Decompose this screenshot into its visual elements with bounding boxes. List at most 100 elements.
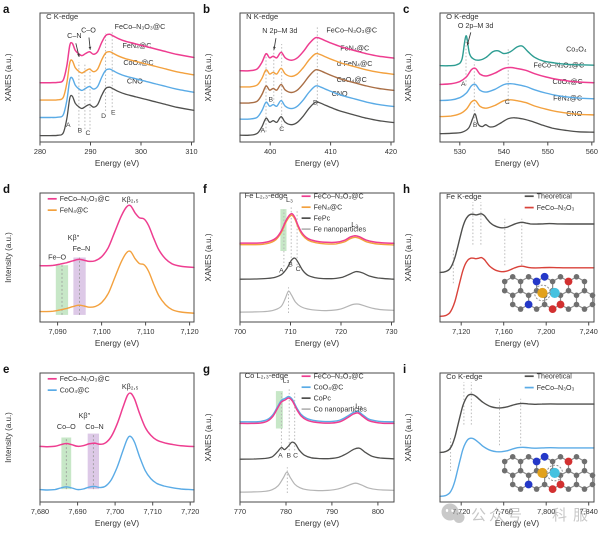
peak-letter-C: C <box>293 452 298 459</box>
x-tick-label: 7,710 <box>144 507 162 516</box>
plot-frame <box>39 12 195 143</box>
carbon-atom <box>557 274 564 280</box>
carbon-atom <box>541 301 548 308</box>
curve-label-feco: FeCo–N₃O₃@C <box>326 25 377 34</box>
highlight-band <box>87 433 99 490</box>
annotation-label: C–N <box>67 31 81 40</box>
legend-label-feco: FeCo–N₃O₃@C <box>314 193 364 201</box>
nitrogen-atom <box>524 480 533 489</box>
panel-title: O K-edge <box>446 12 479 21</box>
legend: Theoretical FeCo–N₃O₃ <box>524 373 575 392</box>
peak-letter-A: A <box>278 452 283 459</box>
carbon-atom <box>581 287 588 294</box>
x-tick-label: 290 <box>84 147 96 156</box>
peak-letter-C: C <box>505 99 510 106</box>
carbon-atom <box>589 481 596 488</box>
x-tick-label: 7,200 <box>537 327 555 336</box>
curve-feco <box>439 66 595 86</box>
carbon-atom <box>501 287 508 294</box>
annotation-label: L₃ <box>286 195 293 204</box>
curve-label-feco: FeCo–N₃O₃@C <box>115 22 166 31</box>
y-axis-label: XANES (a.u.) <box>4 53 13 101</box>
carbon-atom <box>573 472 580 479</box>
oxygen-atom <box>564 277 573 286</box>
carbon-atom <box>581 458 588 465</box>
peak-letter-B: B <box>78 127 83 134</box>
panel-title: C K-edge <box>46 12 78 21</box>
curve-label-cno: CNO <box>127 76 143 85</box>
panel-a-chart: CNO CoO₄@C FeN₄@C FeCo–N₃O₃@C 280 290 300 310 En… <box>3 4 198 168</box>
curve-label-fen4: FeN₄@C <box>122 41 151 50</box>
y-axis-label: XANES (a.u.) <box>204 413 213 461</box>
peak-letter-A: A <box>461 81 466 88</box>
panel-letter-d: d <box>3 184 10 196</box>
curve-coo4 <box>239 395 395 423</box>
x-axis-label: Energy (eV) <box>495 518 540 528</box>
x-tick-label: 7,160 <box>495 327 513 336</box>
carbon-atom <box>533 486 540 492</box>
panel-e: 7,680 7,690 7,700 7,710 7,720 Energy (eV) Inte… <box>0 360 200 541</box>
curve-cno <box>439 113 595 135</box>
highlight-ring <box>546 464 563 482</box>
x-tick-label: 7,680 <box>31 507 49 516</box>
plot-frame <box>239 372 395 503</box>
legend-label-coo4: CoO₄@C <box>314 384 344 392</box>
carbon-atom <box>589 301 596 308</box>
oxygen-atom <box>564 457 573 466</box>
x-axis-label: Energy (eV) <box>295 518 340 528</box>
carbon-atom <box>501 458 508 465</box>
panel-letter-c: c <box>403 4 410 16</box>
oxygen-atom <box>548 305 557 313</box>
x-tick-label: 280 <box>34 147 46 156</box>
iron-atom <box>537 467 548 479</box>
x-tick-label: 790 <box>326 507 338 516</box>
peak-letter-B: B <box>269 96 274 103</box>
panel-d-chart: 7,090 7,100 7,110 7,120 Energy (eV) Intensity… <box>3 184 199 348</box>
curve-fen4 <box>239 52 395 88</box>
curve-fepc <box>239 257 395 280</box>
x-tick-label: 300 <box>135 147 147 156</box>
x-tick-label: 7,120 <box>452 327 470 336</box>
curve-copc <box>239 441 395 460</box>
curve-label-feco: FeCo–N₃O₃@C <box>533 60 584 69</box>
y-axis-label: XANES (a.u.) <box>204 233 213 281</box>
legend: FeCo–N₃O₃@C FeN₄@C <box>47 195 110 215</box>
carbon-atom <box>573 481 580 488</box>
carbon-atom <box>589 472 596 479</box>
plot-frame <box>39 372 195 503</box>
x-tick-label: 7,760 <box>495 507 513 516</box>
x-tick-label: 7,240 <box>580 327 598 336</box>
curve-feco <box>39 204 195 269</box>
legend-label-fnano: Fe nanoparticles <box>314 226 367 234</box>
oxygen-atom <box>556 300 565 309</box>
panel-g-chart: 770 780 790 800 Energy (eV) XANES (a.u.) Co L₂… <box>203 364 395 528</box>
panel-letter-f: f <box>203 184 207 196</box>
x-tick-label: 7,100 <box>92 327 110 336</box>
carbon-atom <box>517 467 524 474</box>
carbon-atom <box>517 458 524 465</box>
x-tick-label: 7,110 <box>137 327 155 336</box>
x-tick-label: 410 <box>324 147 336 156</box>
carbon-atom <box>509 301 516 308</box>
curve-label-coo4: CoO₄@C <box>123 58 153 67</box>
x-tick-label: 7,720 <box>452 507 470 516</box>
peak-letter-E: E <box>111 109 116 116</box>
annotation-label: Kβ″ <box>79 411 91 420</box>
panel-letter-b: b <box>203 4 210 16</box>
annotation-label: Co–O <box>57 422 76 431</box>
annotation-label: O 2p–M 3d <box>458 21 494 30</box>
legend-label-fen4: FeN₄@C <box>314 204 343 212</box>
legend: FeCo–N₃O₃@C CoO₄@C <box>47 375 110 395</box>
panel-letter-g: g <box>203 364 210 376</box>
panel-e-chart: 7,680 7,690 7,700 7,710 7,720 Energy (eV) Inte… <box>3 364 199 528</box>
oxygen-atom <box>548 485 557 493</box>
carbon-atom <box>565 287 572 294</box>
x-tick-label: 560 <box>586 147 598 156</box>
carbon-atom <box>581 306 588 312</box>
molecule-inset <box>501 452 596 493</box>
legend-label-theo: Theoretical <box>537 373 573 381</box>
curve-fen4 <box>439 99 595 118</box>
panel-c: CNO FeN₄@C CoO₄@C FeCo–N₃O₃@C Co₃O₄ 530 540 550… <box>400 0 600 180</box>
x-tick-label: 710 <box>284 327 296 336</box>
